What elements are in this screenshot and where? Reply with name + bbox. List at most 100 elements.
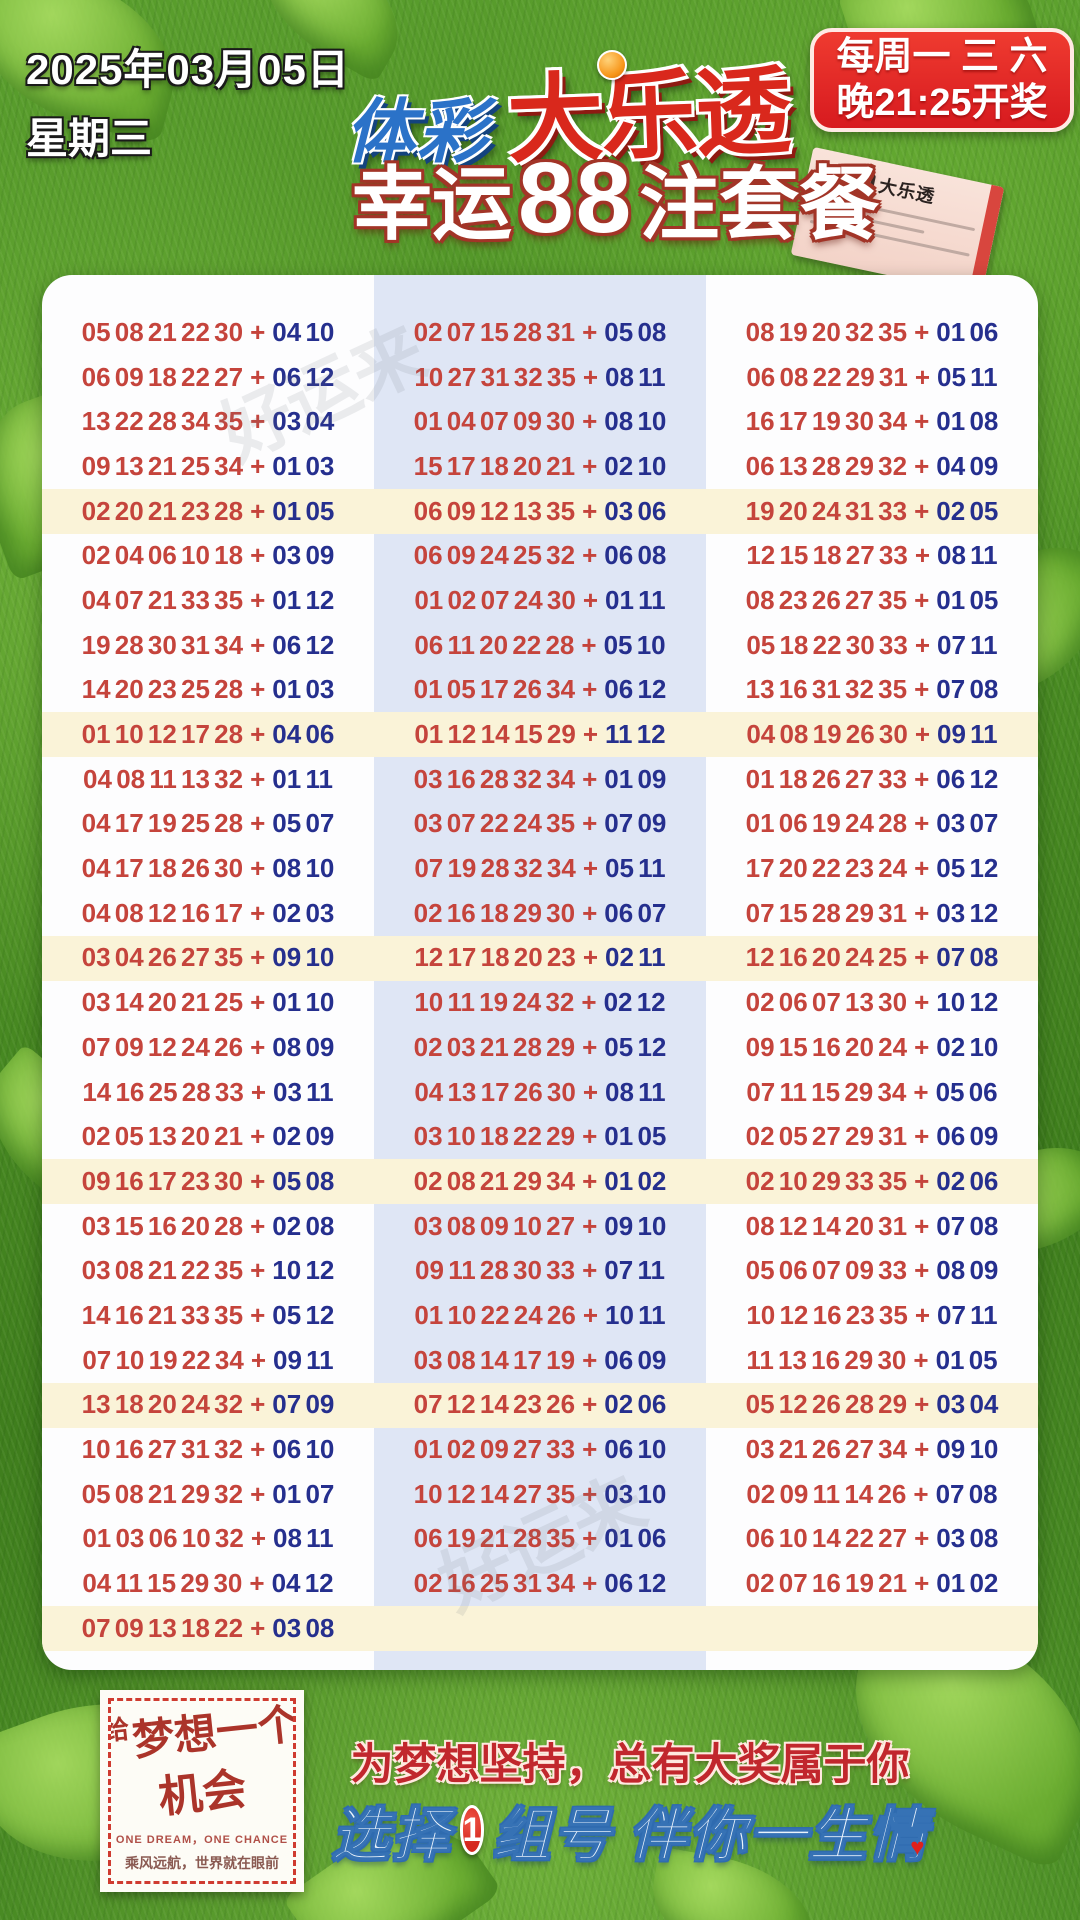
plus-sign: +	[250, 1210, 266, 1241]
lottery-row: 01 10 22 24 26 +10 11	[374, 1293, 706, 1338]
lottery-row: 04 08 11 13 32 +01 11	[42, 757, 374, 802]
back-numbers: 03 08	[272, 1612, 335, 1643]
plus-sign: +	[582, 763, 598, 794]
back-numbers: 09 10	[604, 1210, 667, 1241]
lottery-row: 03 10 18 22 29 +01 05	[374, 1114, 706, 1159]
front-numbers: 19 20 24 31 33	[745, 495, 908, 526]
plus-sign: +	[914, 1389, 930, 1420]
front-numbers: 06 09 12 13 35	[413, 495, 576, 526]
logo-ticai-text: 体彩	[345, 93, 489, 171]
front-numbers: 01 18 26 27 33	[745, 763, 908, 794]
stamp-subtitle: 乘风远航，世界就在眼前	[125, 1855, 279, 1871]
back-numbers: 05 06	[935, 1076, 998, 1107]
lottery-row: 02 05 27 29 31 +06 09	[706, 1114, 1038, 1159]
back-numbers: 01 05	[935, 1344, 998, 1375]
front-numbers: 05 06 07 09 33	[745, 1255, 908, 1286]
plus-sign: +	[582, 1076, 599, 1107]
lottery-row: 02 20 21 23 28 +01 05	[42, 489, 374, 534]
back-numbers: 02 08	[272, 1210, 335, 1241]
back-numbers: 01 02	[936, 1568, 999, 1599]
lottery-row: 11 13 16 29 30 +01 05	[706, 1338, 1038, 1383]
front-numbers: 10 27 31 32 35	[414, 361, 576, 392]
circled-one-badge: 1	[459, 1805, 485, 1855]
back-numbers: 08 11	[273, 1523, 334, 1554]
front-numbers: 13 18 20 24 32	[81, 1389, 244, 1420]
lottery-row: 02 16 25 31 34 +06 12	[374, 1561, 706, 1606]
date-text: 2025年03月05日	[26, 46, 350, 93]
front-numbers: 09 16 17 23 30	[81, 1165, 244, 1196]
orange-ball-icon	[597, 50, 627, 80]
front-numbers: 01 04 07 09 30	[413, 406, 576, 437]
highlight-stripe	[42, 1606, 1038, 1652]
plus-sign: +	[914, 763, 930, 794]
plus-sign: +	[582, 1210, 598, 1241]
back-numbers: 06 12	[604, 674, 667, 705]
schedule-days: 每周一 三 六	[836, 36, 1048, 78]
plus-sign: +	[914, 1121, 930, 1152]
plus-sign: +	[582, 1568, 598, 1599]
front-numbers: 10 16 27 31 32	[81, 1434, 244, 1465]
front-numbers: 04 17 19 25 28	[81, 808, 244, 839]
lottery-row: 04 13 17 26 30 +08 11	[374, 1070, 706, 1115]
plus-sign: +	[250, 1076, 267, 1107]
lottery-row: 03 08 09 10 27 +09 10	[374, 1204, 706, 1249]
front-numbers: 07 15 28 29 31	[745, 897, 908, 928]
back-numbers: 02 06	[604, 1389, 667, 1420]
plus-sign: +	[582, 1389, 598, 1420]
plus-sign: +	[914, 629, 931, 660]
lottery-row: 13 22 28 34 35 +03 04	[42, 399, 374, 444]
back-numbers: 09 10	[936, 1434, 999, 1465]
front-numbers: 16 17 19 30 34	[745, 406, 908, 437]
plus-sign: +	[914, 987, 930, 1018]
back-numbers: 07 08	[936, 1210, 999, 1241]
lottery-row: 04 11 15 29 30 +04 12	[42, 1561, 374, 1606]
back-numbers: 05 07	[272, 808, 335, 839]
lottery-row: 03 21 26 27 34 +09 10	[706, 1427, 1038, 1472]
plus-sign: +	[582, 406, 598, 437]
stamp-line2: 机会	[156, 1763, 249, 1824]
front-numbers: 09 13 21 25 34	[81, 450, 244, 481]
numbers-column-2: 02 07 15 28 31 +05 08 10 27 31 32 35 +08 11…	[374, 310, 706, 1606]
back-numbers: 08 11	[605, 361, 666, 392]
front-numbers: 01 05 17 26 34	[413, 674, 576, 705]
front-numbers: 05 18 22 30 33	[746, 629, 908, 660]
back-numbers: 01 03	[272, 450, 335, 481]
page-title: 幸运 88 注套餐	[352, 140, 879, 256]
lottery-row: 10 11 19 24 32 +02 12	[374, 980, 706, 1025]
plus-sign: +	[250, 1299, 266, 1330]
plus-sign: +	[250, 1523, 267, 1554]
plus-sign: +	[582, 719, 599, 750]
lottery-row: 01 06 19 24 28 +03 07	[706, 802, 1038, 847]
lottery-row: 01 04 07 09 30 +08 10	[374, 399, 706, 444]
front-numbers: 02 16 25 31 34	[413, 1568, 576, 1599]
front-numbers: 09 11 28 30 33	[415, 1255, 576, 1286]
lottery-row: 06 09 18 22 27 +06 12	[42, 355, 374, 400]
plus-sign: +	[250, 897, 266, 928]
plus-sign: +	[250, 942, 266, 973]
front-numbers: 06 13 28 29 32	[745, 450, 908, 481]
front-numbers: 06 09 24 25 32	[413, 540, 576, 571]
front-numbers: 01 02 07 24 30	[414, 584, 576, 615]
back-numbers: 02 11	[605, 942, 666, 973]
plus-sign: +	[914, 450, 930, 481]
plus-sign: +	[250, 495, 266, 526]
back-numbers: 02 09	[272, 1121, 335, 1152]
stamp-inner-frame: 给梦想一个 机会 ONE DREAM，ONE CHANCE 乘风远航，世界就在眼…	[108, 1698, 296, 1884]
plus-sign: +	[582, 540, 598, 571]
plus-sign: +	[582, 584, 599, 615]
plus-sign: +	[250, 1255, 266, 1286]
lottery-row: 08 12 14 20 31 +07 08	[706, 1204, 1038, 1249]
lottery-row: 01 02 07 24 30 +01 11	[374, 578, 706, 623]
plus-sign: +	[250, 719, 266, 750]
plus-sign: +	[250, 763, 266, 794]
plus-sign: +	[914, 540, 931, 571]
lottery-row: 15 17 18 20 21 +02 10	[374, 444, 706, 489]
highlight-stripe	[42, 1382, 1038, 1428]
lottery-row: 02 08 21 29 34 +01 02	[374, 1159, 706, 1204]
back-numbers: 06 12	[272, 361, 335, 392]
back-numbers: 09 11	[273, 1344, 334, 1375]
back-numbers: 10 12	[936, 987, 999, 1018]
back-numbers: 05 12	[272, 1299, 335, 1330]
back-numbers: 03 06	[604, 495, 667, 526]
plus-sign: +	[914, 674, 930, 705]
